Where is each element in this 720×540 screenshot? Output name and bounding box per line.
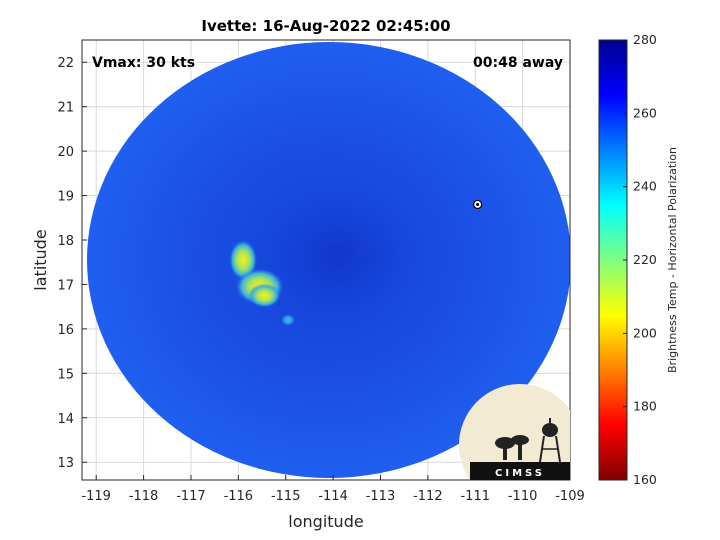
- water-tower-icon: [539, 418, 561, 463]
- logo-background: [458, 383, 570, 480]
- x-tick-label: -112: [413, 489, 443, 504]
- logo-band: [470, 462, 570, 480]
- warm-features: [229, 199, 483, 326]
- x-tick-label: -110: [508, 489, 538, 504]
- x-tick-label: -117: [176, 489, 206, 504]
- y-tick-label: 21: [57, 101, 74, 116]
- x-axis-label: longitude: [288, 512, 363, 531]
- x-tick-label: -119: [81, 489, 111, 504]
- y-tick-label: 19: [57, 190, 74, 205]
- colorbar-tick-label: 280: [633, 32, 657, 47]
- x-tick-label: -113: [366, 489, 396, 504]
- x-tick-label: -115: [271, 489, 301, 504]
- y-tick-label: 22: [57, 56, 74, 71]
- colorbar-tick-label: 200: [633, 325, 657, 340]
- colorbar-ticks: 160 180 200 220 240 260 280: [623, 32, 657, 487]
- warm-feature: [229, 240, 258, 280]
- time-away-annotation: 00:48 away: [473, 55, 563, 71]
- x-ticks: -119 -118 -117 -116 -115 -114 -113 -112 -111 -110…: [81, 475, 585, 504]
- colorbar-label: Brightness Temp - Horizontal Polarizatio…: [666, 147, 679, 373]
- y-ticks: 13 14 15 16 17 18 19 20 21 22: [57, 56, 87, 471]
- y-tick-label: 18: [57, 234, 74, 249]
- axes-frame: [81, 39, 571, 481]
- x-tick-label: -116: [224, 489, 254, 504]
- y-tick-label: 20: [57, 145, 74, 160]
- y-tick-label: 17: [57, 278, 74, 293]
- y-tick-label: 16: [57, 323, 74, 338]
- swath-eye-region: [230, 165, 450, 345]
- storm-center-dot: [476, 202, 480, 206]
- satellite-dish-icon: [495, 435, 529, 460]
- chart-title: Ivette: 16-Aug-2022 02:45:00: [201, 17, 450, 35]
- colorbar-tick-label: 160: [633, 472, 657, 487]
- warm-feature: [248, 283, 281, 308]
- logo-text: CIMSS: [495, 468, 545, 479]
- x-tick-label: -111: [460, 489, 490, 504]
- colorbar-tick-label: 180: [633, 399, 657, 414]
- y-tick-label: 14: [57, 412, 74, 427]
- warm-feature: [281, 314, 296, 326]
- vmax-annotation: Vmax: 30 kts: [92, 55, 195, 71]
- colorbar-tick-label: 260: [633, 105, 657, 120]
- colorbar: [599, 40, 627, 480]
- x-tick-label: -118: [129, 489, 159, 504]
- x-tick-label: -109: [555, 489, 585, 504]
- cimss-logo: CIMSS: [458, 383, 570, 480]
- y-tick-label: 15: [57, 367, 74, 382]
- y-tick-label: 13: [57, 456, 74, 471]
- swath-image: [87, 42, 570, 478]
- colorbar-tick-label: 220: [633, 252, 657, 267]
- colorbar-tick-label: 240: [633, 179, 657, 194]
- y-axis-label: latitude: [31, 229, 50, 290]
- x-tick-label: -114: [318, 489, 348, 504]
